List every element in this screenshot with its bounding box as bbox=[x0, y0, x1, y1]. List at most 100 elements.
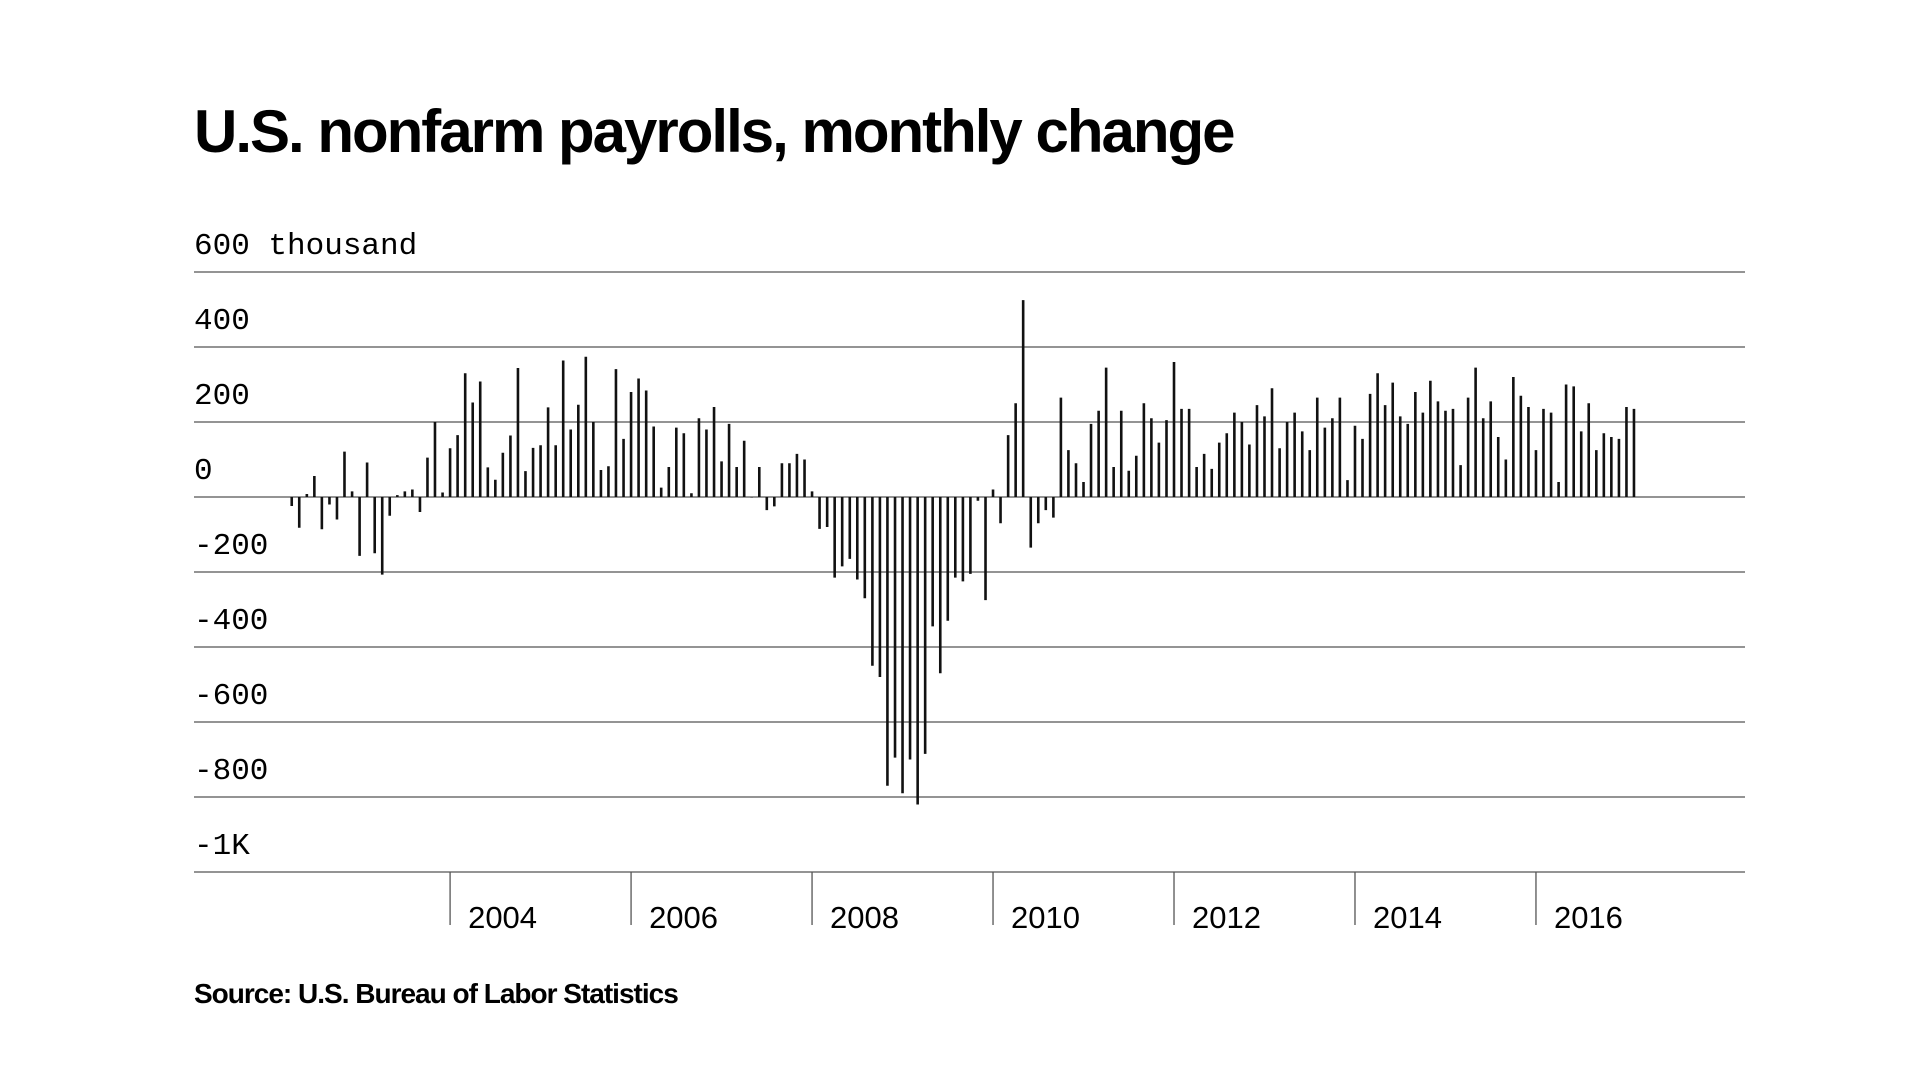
y-tick-label: -800 bbox=[194, 754, 268, 789]
bar bbox=[546, 407, 550, 497]
bar bbox=[969, 497, 972, 574]
bar bbox=[1157, 442, 1161, 497]
x-tick-label: 2004 bbox=[468, 900, 537, 935]
bar bbox=[1180, 408, 1183, 497]
bar bbox=[652, 426, 655, 497]
bar bbox=[1021, 300, 1025, 497]
bar bbox=[1383, 405, 1387, 497]
bar bbox=[1451, 408, 1455, 497]
bar bbox=[953, 497, 957, 578]
bar bbox=[1187, 408, 1191, 497]
bar bbox=[675, 427, 678, 497]
bar bbox=[1346, 480, 1349, 497]
bar bbox=[1029, 497, 1033, 548]
bar bbox=[855, 497, 859, 580]
y-tick-label: 0 bbox=[194, 454, 213, 489]
bar bbox=[1368, 393, 1372, 497]
bar bbox=[1074, 463, 1078, 497]
bar bbox=[1006, 435, 1010, 497]
bar bbox=[1210, 468, 1214, 497]
bar bbox=[614, 369, 618, 497]
bar bbox=[682, 433, 686, 497]
bar bbox=[313, 476, 316, 497]
bar bbox=[1248, 444, 1251, 497]
bar bbox=[1398, 416, 1402, 497]
bar bbox=[765, 497, 769, 511]
bar bbox=[1323, 427, 1327, 497]
bar bbox=[705, 429, 708, 497]
bar bbox=[825, 497, 829, 527]
bar bbox=[1617, 438, 1621, 497]
bar bbox=[1632, 408, 1636, 497]
bar bbox=[1270, 388, 1274, 497]
bar bbox=[1233, 412, 1236, 497]
bar bbox=[931, 497, 934, 627]
bar bbox=[1172, 362, 1176, 497]
y-tick-label: 400 bbox=[194, 304, 250, 339]
bar bbox=[328, 497, 331, 505]
bar bbox=[901, 497, 904, 794]
chart-title: U.S. nonfarm payrolls, monthly change bbox=[194, 98, 1234, 165]
bar bbox=[961, 497, 965, 582]
bar bbox=[946, 497, 950, 621]
bar bbox=[886, 497, 889, 786]
bar bbox=[923, 497, 927, 754]
source-note: Source: U.S. Bureau of Labor Statistics bbox=[194, 978, 678, 1009]
bar bbox=[577, 404, 580, 497]
bar bbox=[1421, 412, 1425, 497]
bar bbox=[1610, 437, 1613, 497]
bar bbox=[1150, 418, 1153, 497]
bar bbox=[441, 492, 444, 497]
bar bbox=[1300, 431, 1304, 497]
bar bbox=[1595, 450, 1598, 497]
bar bbox=[494, 479, 497, 497]
bar bbox=[742, 440, 746, 497]
bar bbox=[999, 497, 1002, 524]
bar bbox=[305, 494, 309, 497]
bar bbox=[871, 497, 874, 666]
bar bbox=[757, 467, 761, 497]
bar bbox=[1474, 367, 1477, 497]
bar bbox=[1436, 401, 1440, 497]
bar bbox=[350, 491, 354, 497]
bar bbox=[712, 407, 716, 497]
bar bbox=[976, 497, 980, 501]
bar bbox=[727, 423, 731, 497]
x-tick-label: 2012 bbox=[1192, 900, 1261, 935]
bar bbox=[448, 448, 452, 497]
bar bbox=[1097, 410, 1100, 497]
bar bbox=[1338, 397, 1342, 497]
bar bbox=[1331, 418, 1334, 497]
bar bbox=[1036, 497, 1040, 524]
bar bbox=[426, 457, 429, 497]
bar bbox=[539, 445, 542, 497]
bar bbox=[629, 392, 633, 497]
bar bbox=[1217, 442, 1221, 497]
bar bbox=[690, 493, 693, 497]
x-tick-label: 2010 bbox=[1011, 900, 1080, 935]
bar bbox=[516, 368, 520, 497]
bar bbox=[1602, 433, 1606, 497]
bar bbox=[991, 489, 995, 497]
bar bbox=[1353, 425, 1357, 497]
bar bbox=[365, 462, 369, 497]
bar bbox=[501, 452, 505, 497]
bar bbox=[893, 497, 897, 758]
bar bbox=[1089, 423, 1093, 497]
bar bbox=[1059, 397, 1063, 497]
bar bbox=[1119, 410, 1123, 497]
bar bbox=[478, 381, 482, 497]
bar bbox=[569, 429, 573, 497]
bar bbox=[1625, 407, 1628, 497]
bar bbox=[1142, 403, 1146, 497]
bar bbox=[456, 435, 459, 497]
bar bbox=[1512, 377, 1515, 497]
bar bbox=[1067, 450, 1070, 497]
x-tick-label: 2016 bbox=[1554, 900, 1623, 935]
bar bbox=[1225, 433, 1229, 497]
bar bbox=[750, 497, 753, 498]
bar bbox=[833, 497, 836, 578]
bar bbox=[984, 497, 987, 601]
bar bbox=[1112, 467, 1115, 497]
